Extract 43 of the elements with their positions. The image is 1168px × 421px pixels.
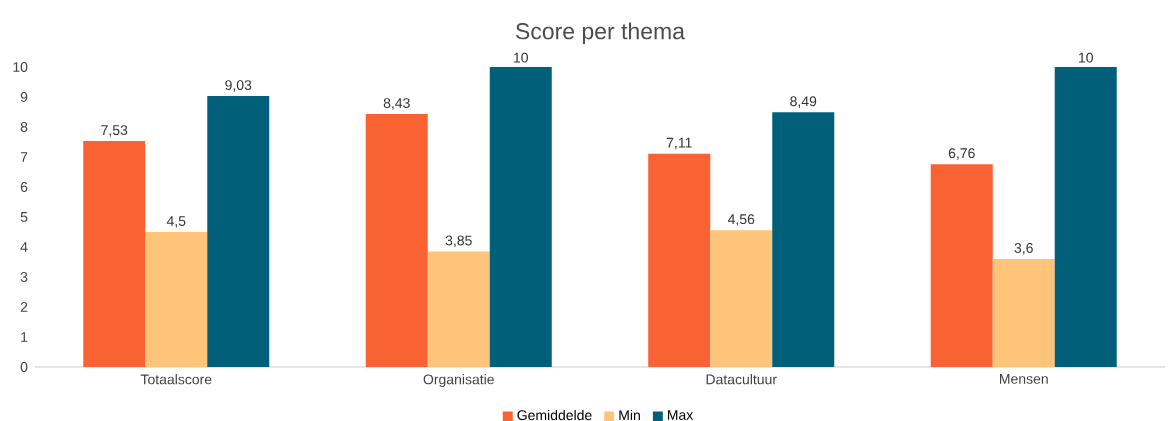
data-label: 10 xyxy=(1079,52,1093,63)
y-tick-label: 4 xyxy=(20,242,28,252)
bar xyxy=(145,231,208,367)
x-tick-label: Datacultuur xyxy=(706,374,777,385)
data-label: 7,53 xyxy=(101,125,128,137)
bar xyxy=(489,66,552,367)
data-label: 6,76 xyxy=(948,148,975,160)
y-tick-label: 1 xyxy=(21,332,28,342)
data-label: 3,85 xyxy=(445,235,472,248)
y-tick-label: 3 xyxy=(20,272,28,282)
data-label: 8,49 xyxy=(790,96,817,108)
bar xyxy=(710,230,773,367)
bar xyxy=(427,251,490,367)
bar xyxy=(83,141,146,367)
bar xyxy=(1054,66,1117,367)
data-label: 7,11 xyxy=(666,137,692,150)
bar xyxy=(365,114,428,367)
y-tick-label: 0 xyxy=(20,362,28,372)
y-tick-label: 10 xyxy=(13,62,28,72)
data-label: 10 xyxy=(514,52,528,63)
y-tick-label: 9 xyxy=(20,92,28,102)
chart-title: Score per thema xyxy=(516,22,685,44)
data-label: 4,5 xyxy=(166,216,186,228)
bar xyxy=(648,153,711,367)
bar xyxy=(207,96,270,367)
y-tick-label: 7 xyxy=(20,152,28,162)
data-label: 3,6 xyxy=(1014,243,1033,255)
legend-label: Min xyxy=(619,409,640,421)
y-tick-label: 6 xyxy=(20,182,28,192)
legend-label: Gemiddelde xyxy=(517,409,592,421)
bar xyxy=(930,164,993,367)
data-label: 9,03 xyxy=(225,80,252,92)
x-tick-label: Organisatie xyxy=(423,374,494,388)
x-tick-label: Mensen xyxy=(1000,374,1048,384)
data-label: 8,43 xyxy=(383,98,410,110)
legend-label: Max xyxy=(667,410,694,420)
x-tick-label: Totaalscore xyxy=(140,374,212,385)
y-tick-label: 5 xyxy=(20,212,28,222)
bar xyxy=(992,258,1055,367)
data-label: 4,56 xyxy=(727,214,755,226)
y-tick-label: 8 xyxy=(20,122,28,132)
bar xyxy=(772,112,835,367)
y-tick-label: 2 xyxy=(20,302,28,312)
